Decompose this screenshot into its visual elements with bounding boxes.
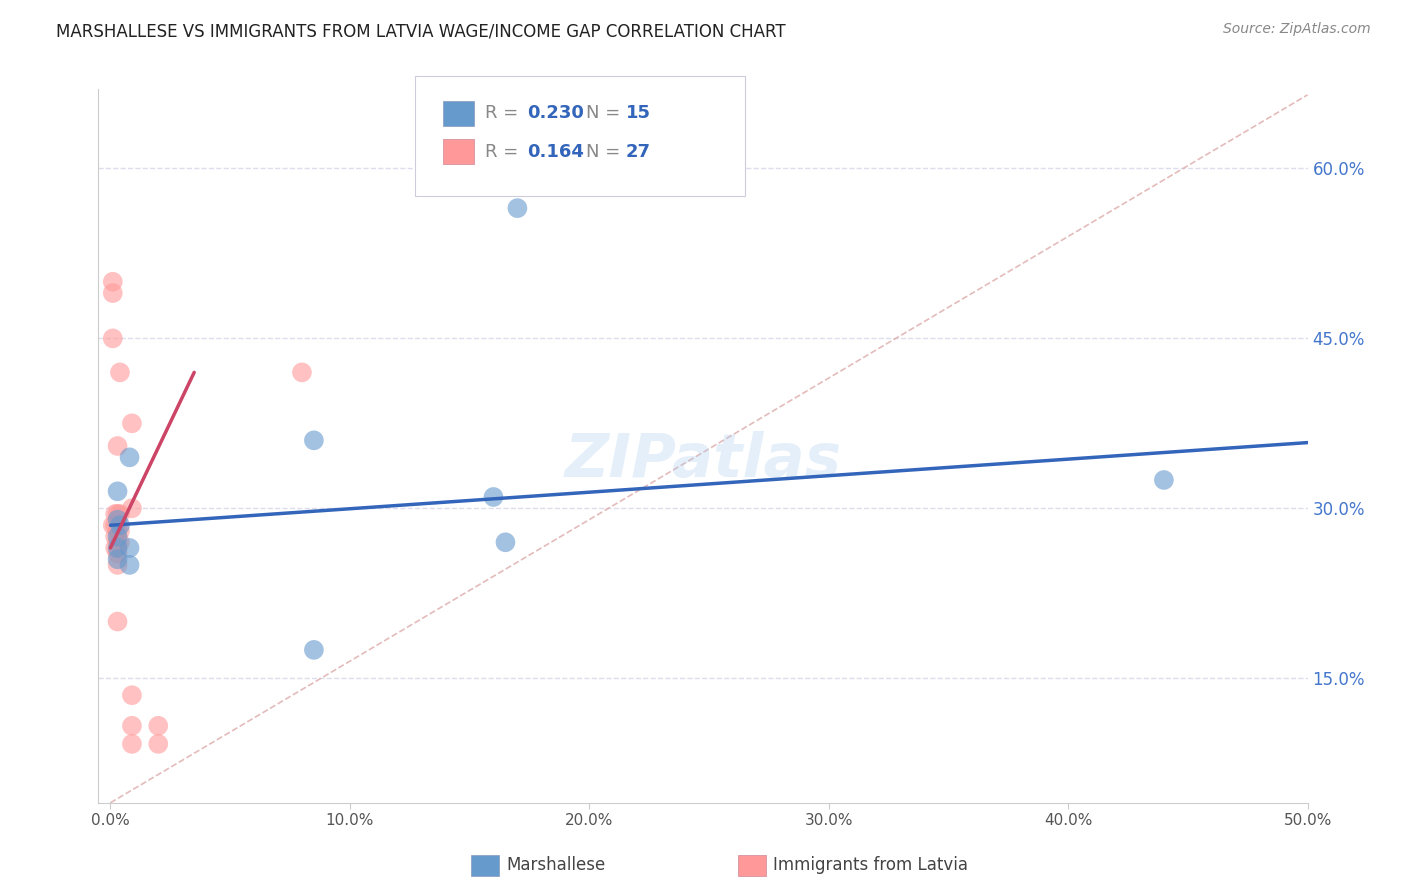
Text: R =: R =	[485, 104, 524, 122]
Point	[495, 535, 517, 549]
Text: R =: R =	[485, 143, 524, 161]
Point	[107, 535, 129, 549]
Point	[104, 507, 127, 521]
Text: 15: 15	[626, 104, 651, 122]
Point	[101, 518, 124, 533]
Point	[121, 417, 143, 431]
Point	[482, 490, 505, 504]
Point	[107, 524, 129, 538]
Point	[101, 275, 124, 289]
Point	[104, 530, 127, 544]
Text: Marshallese: Marshallese	[506, 856, 606, 874]
Point	[108, 507, 131, 521]
Point	[121, 737, 143, 751]
Text: ZIPatlas: ZIPatlas	[564, 431, 842, 490]
Point	[118, 450, 141, 465]
Point	[148, 737, 170, 751]
Point	[107, 530, 129, 544]
Point	[148, 719, 170, 733]
Point	[108, 524, 131, 538]
Point	[107, 513, 129, 527]
Point	[118, 558, 141, 572]
Text: Source: ZipAtlas.com: Source: ZipAtlas.com	[1223, 22, 1371, 37]
Point	[107, 439, 129, 453]
Point	[302, 434, 325, 448]
Point	[101, 331, 124, 345]
Point	[104, 518, 127, 533]
Point	[107, 558, 129, 572]
Point	[506, 201, 529, 215]
Text: 27: 27	[626, 143, 651, 161]
Point	[302, 643, 325, 657]
Text: N =: N =	[586, 143, 626, 161]
Point	[104, 541, 127, 555]
Point	[107, 541, 129, 555]
Point	[108, 365, 131, 379]
Point	[121, 719, 143, 733]
Point	[107, 484, 129, 499]
Point	[107, 615, 129, 629]
Point	[108, 518, 131, 533]
Text: MARSHALLESE VS IMMIGRANTS FROM LATVIA WAGE/INCOME GAP CORRELATION CHART: MARSHALLESE VS IMMIGRANTS FROM LATVIA WA…	[56, 22, 786, 40]
Point	[121, 688, 143, 702]
Point	[101, 286, 124, 301]
Text: N =: N =	[586, 104, 626, 122]
Text: 0.164: 0.164	[527, 143, 583, 161]
Point	[291, 365, 314, 379]
Point	[107, 507, 129, 521]
Point	[118, 541, 141, 555]
Point	[108, 535, 131, 549]
Point	[121, 501, 143, 516]
Point	[1153, 473, 1175, 487]
Text: 0.230: 0.230	[527, 104, 583, 122]
Text: Immigrants from Latvia: Immigrants from Latvia	[773, 856, 969, 874]
Point	[107, 552, 129, 566]
Point	[107, 547, 129, 561]
